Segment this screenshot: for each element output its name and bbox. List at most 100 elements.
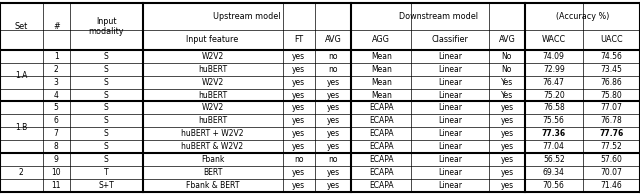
Text: Classifier: Classifier [431, 35, 468, 44]
Text: yes: yes [500, 129, 513, 138]
Text: 2: 2 [19, 168, 24, 177]
Text: ECAPA: ECAPA [369, 116, 394, 125]
Text: Fbank: Fbank [201, 155, 224, 164]
Text: 69.34: 69.34 [543, 168, 564, 177]
Text: huBERT & W2V2: huBERT & W2V2 [181, 142, 244, 151]
Text: ECAPA: ECAPA [369, 104, 394, 113]
Text: Upstream model: Upstream model [213, 12, 280, 21]
Text: no: no [328, 65, 338, 74]
Text: 11: 11 [51, 181, 61, 190]
Text: Linear: Linear [438, 116, 462, 125]
Text: yes: yes [326, 129, 340, 138]
Text: Linear: Linear [438, 104, 462, 113]
Text: S: S [104, 90, 109, 99]
Text: yes: yes [292, 104, 305, 113]
Text: S: S [104, 129, 109, 138]
Text: huBERT: huBERT [198, 65, 227, 74]
Text: S: S [104, 142, 109, 151]
Text: 71.46: 71.46 [600, 181, 622, 190]
Text: 1.A: 1.A [15, 71, 28, 80]
Text: 76.47: 76.47 [543, 78, 564, 87]
Text: no: no [328, 52, 338, 61]
Text: yes: yes [292, 142, 305, 151]
Text: 77.52: 77.52 [600, 142, 622, 151]
Text: no: no [328, 155, 338, 164]
Text: 70.56: 70.56 [543, 181, 564, 190]
Text: huBERT + W2V2: huBERT + W2V2 [181, 129, 244, 138]
Text: 76.58: 76.58 [543, 104, 564, 113]
Text: 6: 6 [54, 116, 59, 125]
Text: 5: 5 [54, 104, 59, 113]
Text: yes: yes [292, 129, 305, 138]
Text: No: No [502, 52, 512, 61]
Text: Input
modality: Input modality [88, 17, 124, 36]
Text: Linear: Linear [438, 78, 462, 87]
Text: yes: yes [326, 78, 340, 87]
Text: ECAPA: ECAPA [369, 168, 394, 177]
Text: (Accuracy %): (Accuracy %) [556, 12, 609, 21]
Text: Linear: Linear [438, 52, 462, 61]
Text: Fbank & BERT: Fbank & BERT [186, 181, 239, 190]
Text: huBERT: huBERT [198, 116, 227, 125]
Text: 7: 7 [54, 129, 59, 138]
Text: 75.80: 75.80 [600, 90, 622, 99]
Text: 74.56: 74.56 [600, 52, 622, 61]
Text: 74.09: 74.09 [543, 52, 564, 61]
Text: Yes: Yes [500, 90, 513, 99]
Text: yes: yes [500, 116, 513, 125]
Text: 77.07: 77.07 [600, 104, 622, 113]
Text: No: No [502, 65, 512, 74]
Text: Linear: Linear [438, 142, 462, 151]
Text: FT: FT [294, 35, 303, 44]
Text: 77.04: 77.04 [543, 142, 564, 151]
Text: W2V2: W2V2 [202, 78, 223, 87]
Text: yes: yes [292, 116, 305, 125]
Text: Input feature: Input feature [186, 35, 239, 44]
Text: 57.60: 57.60 [600, 155, 622, 164]
Text: ECAPA: ECAPA [369, 181, 394, 190]
Text: 9: 9 [54, 155, 59, 164]
Text: yes: yes [326, 116, 340, 125]
Text: 72.99: 72.99 [543, 65, 564, 74]
Text: yes: yes [500, 142, 513, 151]
Text: Mean: Mean [371, 65, 392, 74]
Text: Linear: Linear [438, 65, 462, 74]
Text: #: # [53, 22, 60, 31]
Text: Mean: Mean [371, 52, 392, 61]
Text: S: S [104, 104, 109, 113]
Text: T: T [104, 168, 109, 177]
Text: 75.20: 75.20 [543, 90, 564, 99]
Text: 4: 4 [54, 90, 59, 99]
Text: S: S [104, 116, 109, 125]
Text: yes: yes [292, 90, 305, 99]
Text: W2V2: W2V2 [202, 104, 223, 113]
Text: yes: yes [326, 168, 340, 177]
Text: yes: yes [500, 181, 513, 190]
Text: yes: yes [292, 168, 305, 177]
Text: 1: 1 [54, 52, 59, 61]
Text: yes: yes [326, 142, 340, 151]
Text: S: S [104, 155, 109, 164]
Text: S: S [104, 78, 109, 87]
Text: Downstream model: Downstream model [399, 12, 477, 21]
Text: 76.78: 76.78 [600, 116, 622, 125]
Text: BERT: BERT [203, 168, 222, 177]
Text: yes: yes [326, 90, 340, 99]
Text: 70.07: 70.07 [600, 168, 622, 177]
Text: S: S [104, 52, 109, 61]
Text: 77.76: 77.76 [599, 129, 623, 138]
Text: 75.56: 75.56 [543, 116, 564, 125]
Text: UACC: UACC [600, 35, 623, 44]
Text: 10: 10 [51, 168, 61, 177]
Text: yes: yes [292, 65, 305, 74]
Text: ECAPA: ECAPA [369, 129, 394, 138]
Text: 77.36: 77.36 [541, 129, 566, 138]
Text: Yes: Yes [500, 78, 513, 87]
Text: Linear: Linear [438, 181, 462, 190]
Text: W2V2: W2V2 [202, 52, 223, 61]
Text: 1.B: 1.B [15, 123, 28, 132]
Text: AVG: AVG [324, 35, 342, 44]
Text: S: S [104, 65, 109, 74]
Text: yes: yes [292, 181, 305, 190]
Text: ECAPA: ECAPA [369, 142, 394, 151]
